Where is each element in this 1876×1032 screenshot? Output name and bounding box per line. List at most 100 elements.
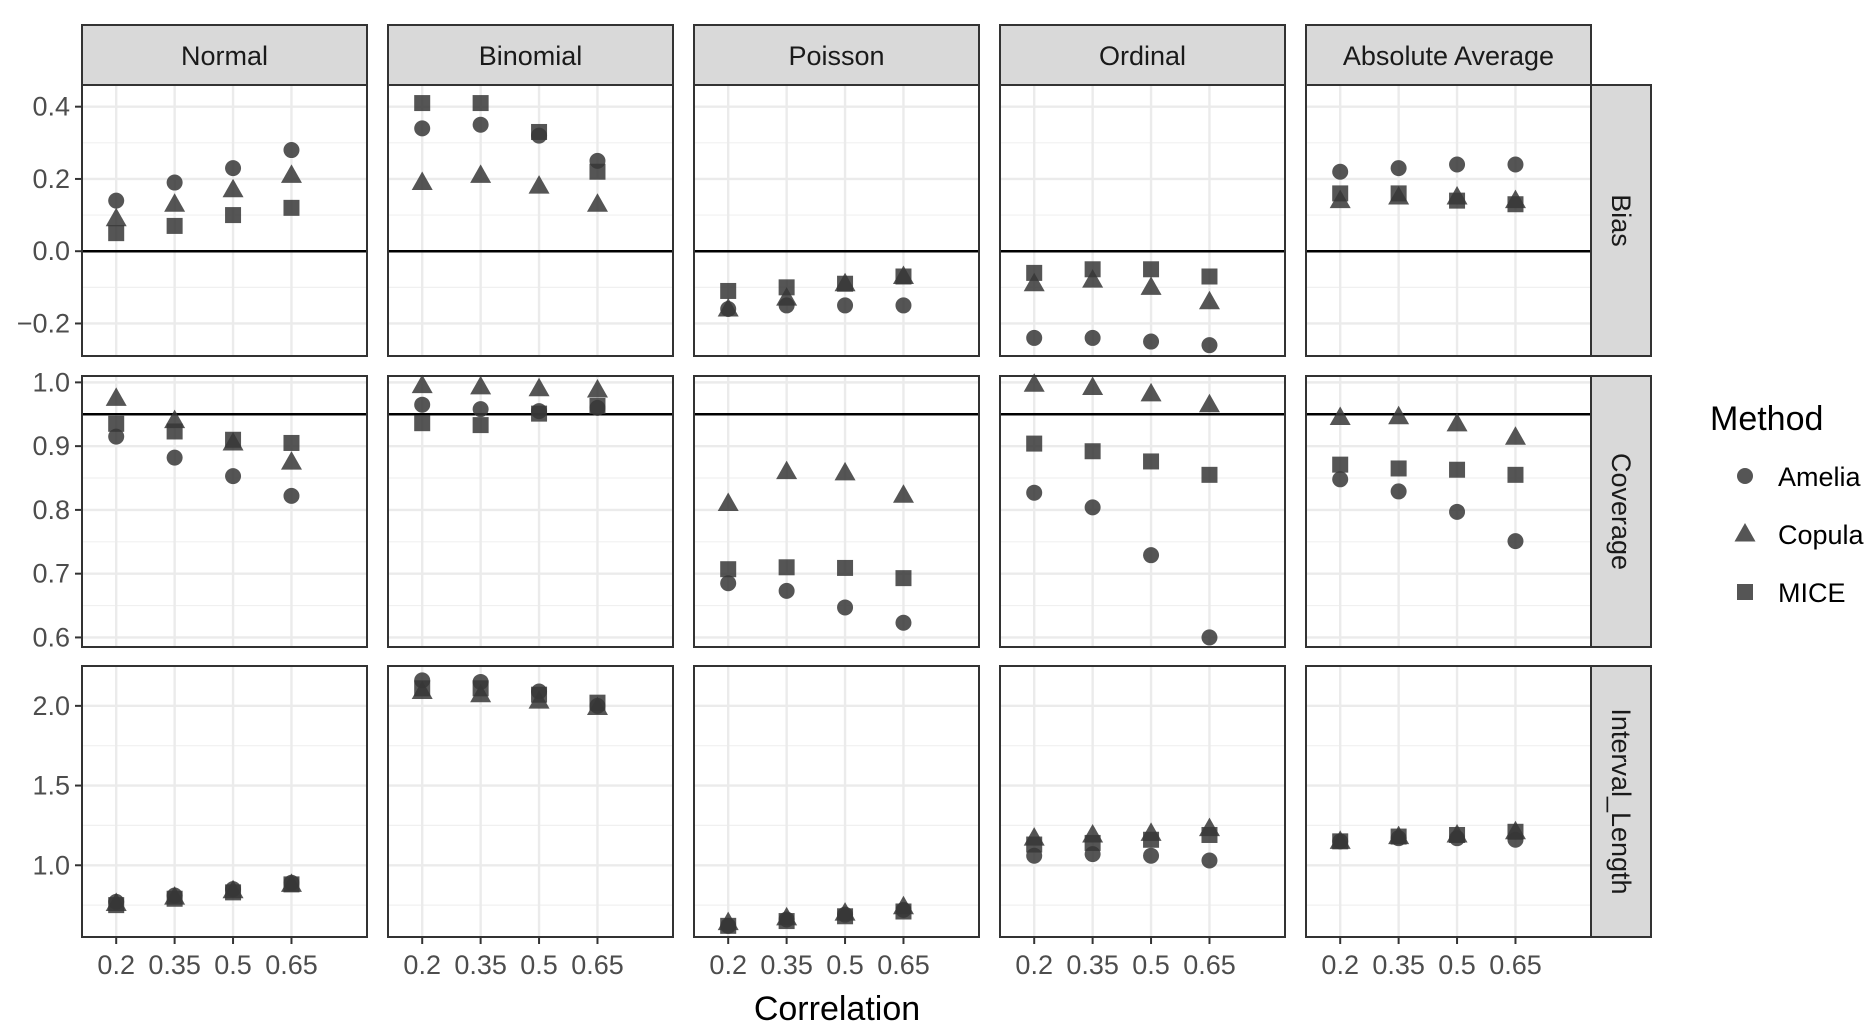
row-label-interval-length: Interval_Length [1606,708,1636,894]
point-mice [225,884,242,901]
point-copula [528,175,550,194]
point-amelia [166,449,183,466]
point-amelia [1084,499,1101,516]
panel-bg-coverage-binomial [388,376,673,647]
row-strip-coverage [1590,375,1652,648]
point-amelia [225,160,242,177]
point-mice [837,559,854,576]
x-tick-label: 0.35 [148,950,201,980]
point-mice [1332,833,1349,850]
point-mice [283,876,300,893]
point-amelia [1143,547,1160,564]
point-amelia [1332,471,1349,488]
panel-border-interval-length-binomial [387,665,674,938]
point-mice [472,417,489,434]
x-tick-label: 0.65 [1183,950,1236,980]
point-copula [164,193,186,212]
x-tick-label: 0.35 [454,950,507,980]
point-copula [1329,406,1351,425]
point-mice [1026,435,1043,452]
point-mice [1507,196,1524,213]
point-mice [472,680,489,697]
facet-strip-binomial [387,24,674,86]
point-mice [1390,828,1407,845]
point-amelia [895,614,912,631]
panel-border-coverage-binomial [387,375,674,648]
panel-bg-bias-binomial [388,85,673,356]
point-mice [108,225,125,242]
row-label-bias: Bias [1606,194,1636,247]
point-copula [776,460,798,480]
point-mice [1143,831,1160,848]
point-amelia [225,468,242,485]
point-amelia [720,575,737,592]
panel-border-interval-length-poisson [693,665,980,938]
point-copula [717,492,739,512]
point-copula [1023,272,1045,292]
y-tick-label-interval-length: 1.5 [32,771,70,801]
point-copula [411,171,433,191]
x-tick-label: 0.65 [571,950,624,980]
facet-label-poisson: Poisson [788,41,884,71]
panel-border-coverage-absolute-average [1305,375,1592,648]
point-mice [895,903,912,920]
y-tick-label-bias: 0.4 [32,92,70,122]
point-amelia [1507,156,1524,173]
point-copula [717,298,739,317]
facet-strip-normal [81,24,368,86]
point-amelia [1026,329,1043,346]
x-tick-label: 0.2 [403,950,441,980]
legend-key-mice [1737,584,1753,600]
point-mice [1143,261,1160,278]
panel-border-coverage-poisson [693,375,980,648]
point-copula [280,451,302,470]
point-copula [1388,405,1410,425]
point-mice [108,897,125,914]
point-amelia [1332,163,1349,180]
point-mice [720,917,737,934]
facet-strip-ordinal [999,24,1286,86]
points-layer [105,95,1756,934]
facet-label-ordinal: Ordinal [1099,41,1186,71]
row-label-coverage: Coverage [1606,453,1636,570]
point-mice [166,423,183,440]
point-mice [283,199,300,216]
point-amelia [1449,156,1466,173]
point-mice [225,431,242,448]
point-copula [1504,426,1526,445]
point-mice [472,95,489,112]
y-tick-label-coverage: 0.6 [32,622,70,652]
point-copula [222,178,244,198]
panel-bg-bias-ordinal [1000,85,1285,356]
point-copula [1446,412,1468,432]
y-tick-label-bias: 0.2 [32,164,70,194]
panel-border-interval-length-ordinal [999,665,1286,938]
point-mice [778,559,795,576]
point-mice [895,268,912,285]
point-amelia [1390,483,1407,500]
y-tick-label-interval-length: 1.0 [32,850,70,880]
point-mice [1449,826,1466,843]
x-tick-label: 0.5 [520,950,558,980]
x-tick-label: 0.65 [877,950,930,980]
point-mice [895,570,912,587]
point-mice [531,123,548,140]
point-amelia [837,599,854,616]
point-mice [1332,456,1349,473]
point-copula [1082,376,1104,395]
point-copula [776,287,798,306]
point-mice [837,275,854,292]
x-tick-label: 0.5 [826,950,864,980]
point-copula [1140,382,1162,402]
point-mice [589,397,606,414]
point-amelia [283,142,300,159]
panel-bg-interval-length-normal [82,666,367,937]
panel-border-coverage-normal [81,375,368,648]
panel-bg-bias-poisson [694,85,979,356]
y-tick-label-coverage: 0.9 [32,431,70,461]
y-tick-label-bias: −0.2 [17,308,70,338]
point-copula [470,375,492,395]
point-mice [1390,460,1407,477]
facet-label-binomial: Binomial [479,41,583,71]
x-tick-label: 0.65 [265,950,318,980]
